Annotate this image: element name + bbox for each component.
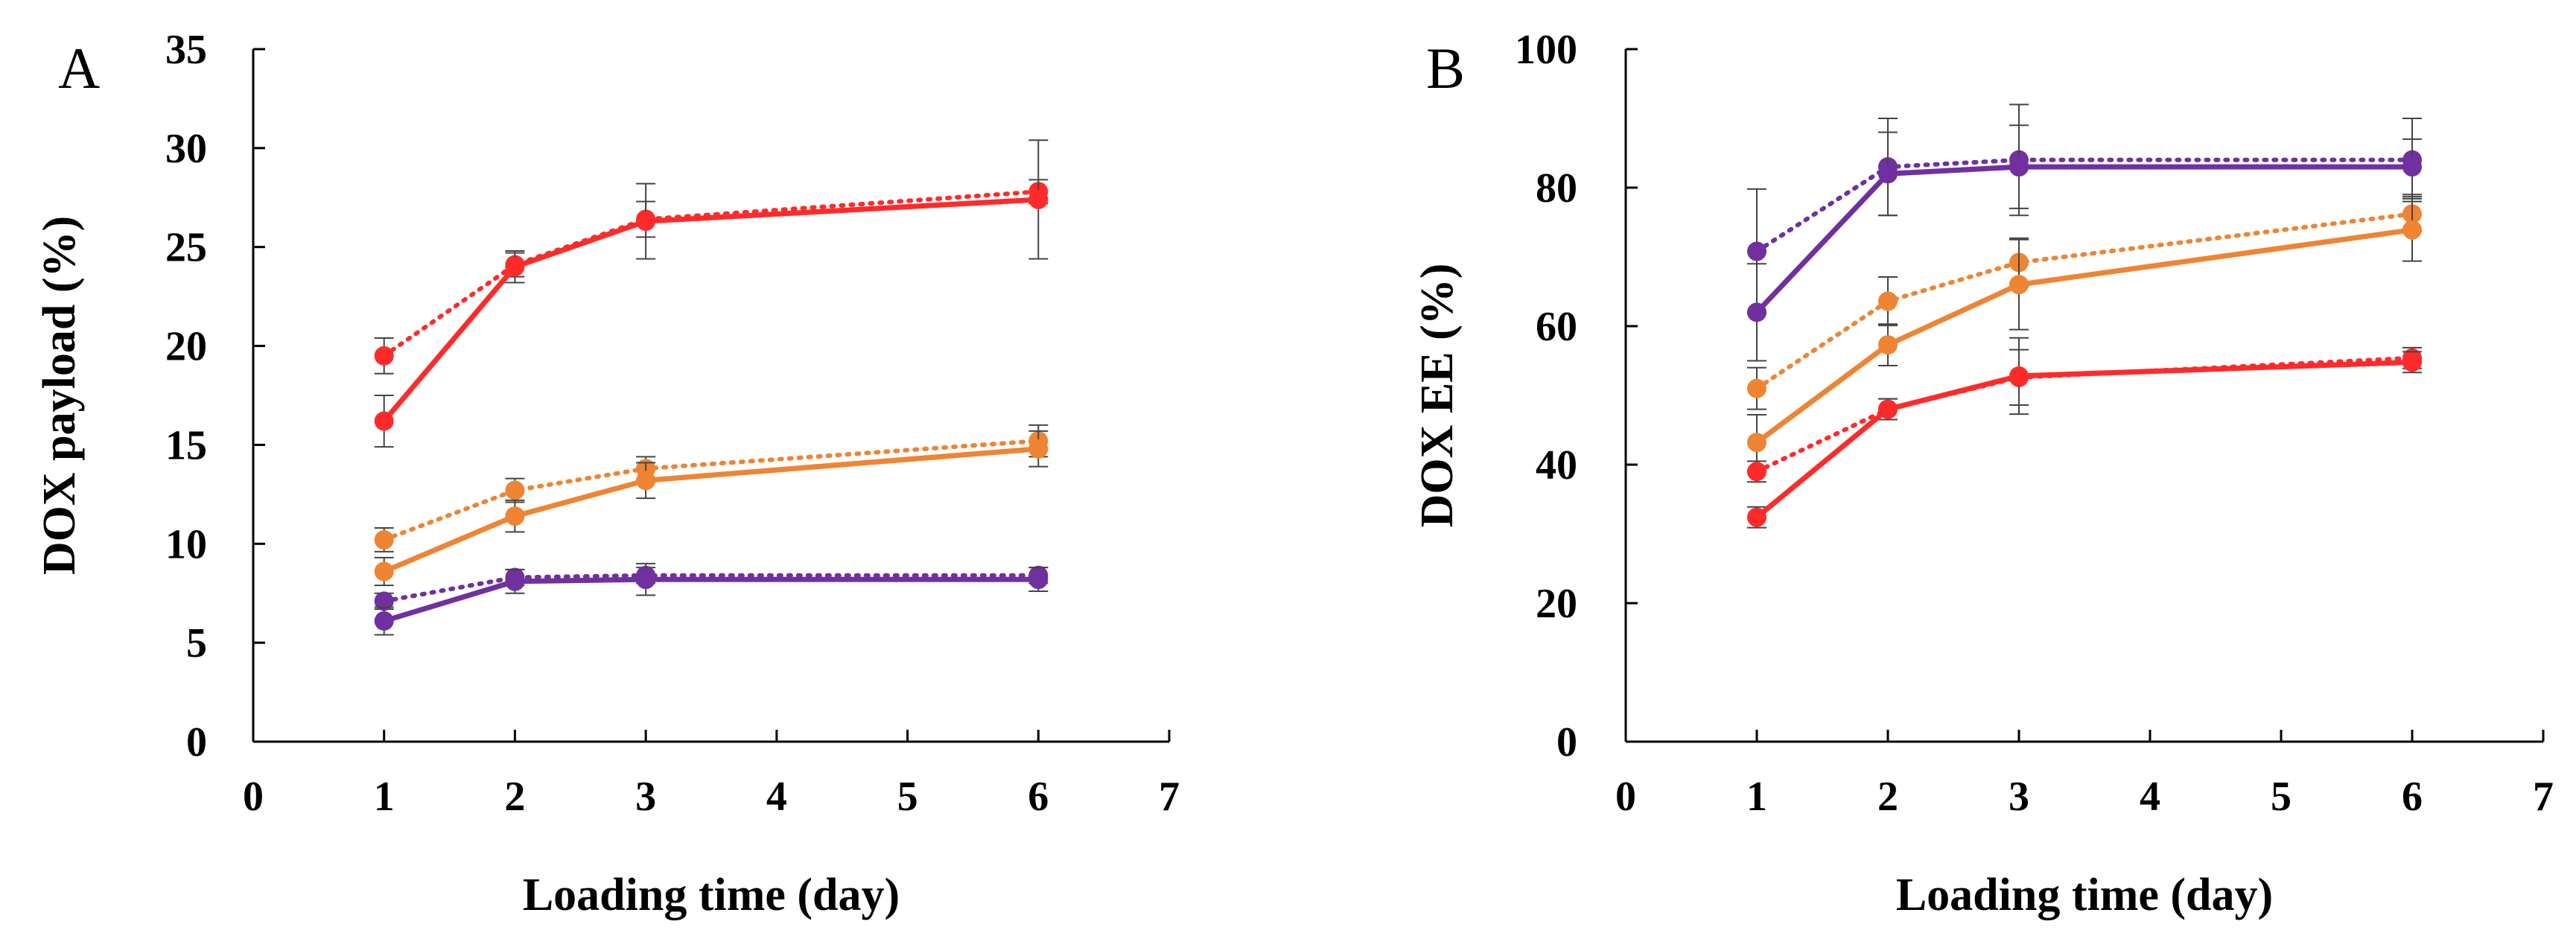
data-point: [1028, 439, 1049, 459]
series-line: [383, 576, 1039, 624]
series-line: [381, 189, 1041, 358]
data-point: [374, 611, 394, 631]
x-tick-label: 1: [374, 774, 395, 820]
x-tick-label: 3: [635, 774, 656, 820]
x-axis-title: Loading time (day): [523, 870, 900, 920]
y-tick-label: 0: [1556, 719, 1577, 765]
data-point: [1878, 399, 1898, 419]
data-point: [1747, 378, 1766, 398]
data-point: [505, 257, 525, 277]
x-axis-title: Loading time (day): [1896, 870, 2273, 920]
x-tick-label: 5: [897, 774, 918, 820]
data-point: [374, 346, 394, 366]
data-point: [374, 561, 394, 582]
series-purple-dotted: [1747, 104, 2422, 315]
y-axis-title: DOX EE (%): [1412, 264, 1463, 528]
data-point: [374, 529, 394, 550]
x-tick-label: 4: [766, 774, 787, 820]
y-tick-label: 40: [1536, 442, 1577, 488]
x-tick-label: 2: [504, 774, 525, 820]
y-tick-label: 80: [1536, 165, 1577, 211]
y-tick-label: 25: [165, 225, 207, 271]
data-point: [1747, 462, 1766, 482]
data-point: [374, 411, 394, 431]
y-tick-label: 10: [165, 521, 207, 567]
data-point: [1028, 570, 1049, 590]
series-red-solid: [1747, 337, 2422, 529]
y-tick-label: 35: [165, 27, 207, 73]
series-line: [1755, 211, 2414, 391]
data-point: [1747, 433, 1766, 453]
data-point: [636, 471, 656, 491]
y-tick-label: 15: [165, 422, 207, 468]
series-line: [383, 446, 1039, 574]
y-tick-label: 20: [165, 324, 207, 370]
data-point: [1747, 507, 1766, 527]
data-point: [505, 506, 525, 526]
data-point: [1878, 291, 1898, 311]
chart-panel-B: 0 20 40 60 80 100 0 1 2 3 4 5 6 7 Loading time (day) DO…: [1412, 27, 2554, 920]
panel-label: A: [58, 36, 100, 101]
chart-panel-A: 0 5 10 15 20 25 30 35 0 1 2 3 4 5 6 7 Loading time (day)…: [34, 27, 1180, 920]
x-tick-label: 5: [2271, 774, 2292, 820]
x-tick-label: 7: [1159, 774, 1180, 820]
x-tick-label: 6: [1028, 774, 1049, 820]
series-line: [1755, 359, 2413, 520]
data-point: [1028, 189, 1049, 209]
series-orange-solid: [374, 430, 1049, 587]
data-point: [2402, 220, 2422, 240]
series-line: [382, 197, 1039, 423]
series-red-dotted: [374, 179, 1049, 375]
data-point: [1747, 241, 1766, 261]
y-tick-label: 100: [1515, 27, 1577, 73]
data-point: [2009, 366, 2029, 386]
series-purple-dotted: [374, 565, 1049, 611]
x-tick-label: 4: [2140, 774, 2160, 820]
series-line: [1755, 164, 2412, 314]
series-line: [1755, 227, 2413, 445]
data-point: [374, 591, 394, 611]
x-tick-label: 0: [243, 774, 264, 820]
data-point: [505, 480, 525, 500]
data-point: [2009, 275, 2029, 295]
data-point: [2009, 157, 2029, 177]
y-tick-label: 20: [1536, 581, 1577, 627]
x-tick-label: 2: [1877, 774, 1898, 820]
series-purple-solid: [1747, 124, 2422, 362]
series-line: [1755, 157, 2414, 254]
data-point: [636, 211, 656, 232]
data-point: [636, 570, 656, 590]
data-point: [2402, 157, 2422, 177]
x-tick-label: 1: [1746, 774, 1767, 820]
data-point: [2402, 352, 2422, 372]
data-point: [505, 571, 525, 591]
series-line: [381, 573, 1041, 604]
data-point: [1747, 302, 1766, 322]
series-purple-solid: [374, 562, 1049, 636]
series-orange-solid: [1747, 197, 2422, 471]
x-tick-label: 6: [2402, 774, 2423, 820]
y-axis-title: DOX payload (%): [34, 216, 85, 575]
y-tick-label: 0: [186, 719, 207, 765]
y-tick-label: 5: [186, 620, 207, 666]
y-tick-label: 30: [165, 126, 207, 172]
data-point: [1878, 164, 1898, 184]
x-tick-label: 0: [1615, 774, 1636, 820]
panel-label: B: [1426, 36, 1465, 101]
x-tick-label: 7: [2533, 774, 2554, 820]
data-point: [1878, 335, 1898, 355]
y-tick-label: 60: [1536, 304, 1577, 350]
x-tick-label: 3: [2009, 774, 2029, 820]
series-line: [381, 439, 1041, 542]
series-red-solid: [374, 139, 1049, 448]
